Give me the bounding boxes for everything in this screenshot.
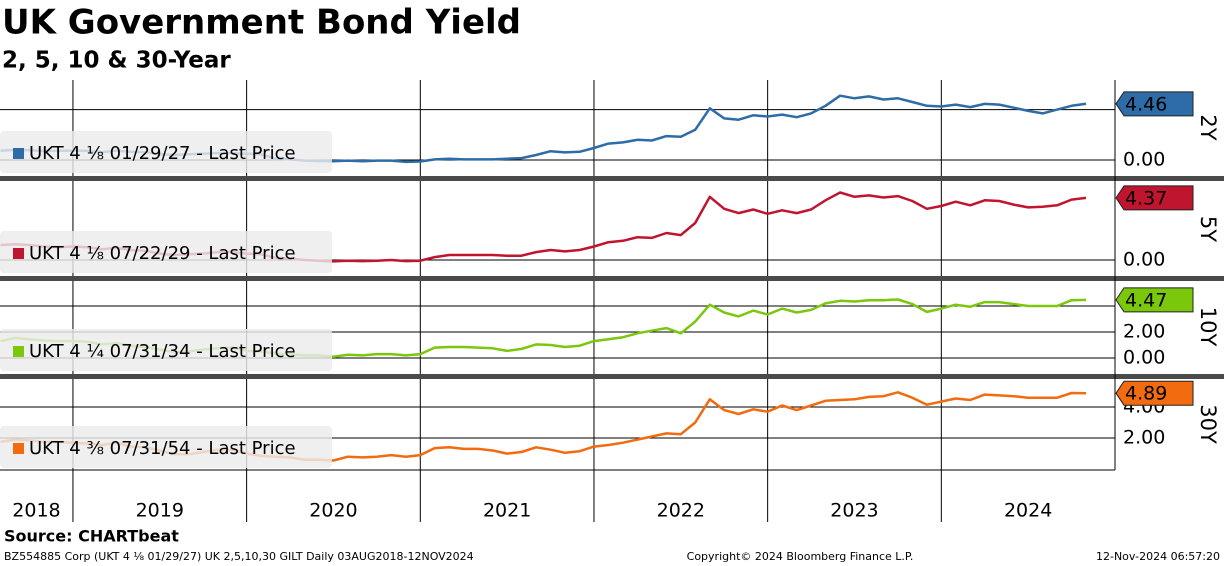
y-tick-label: 2.00 (1123, 321, 1165, 343)
y-tick-label: 2.00 (1123, 427, 1165, 449)
panel-separator (0, 176, 1224, 181)
last-value-box (1115, 185, 1194, 211)
y-tick-label: 0.00 (1123, 347, 1165, 369)
footer-center: Copyright© 2024 Bloomberg Finance L.P. (687, 550, 914, 563)
x-tick-label: 2020 (309, 500, 357, 522)
legend-label: UKT 4 ⅛ 07/22/29 - Last Price (29, 243, 296, 264)
footer-left: BZ554885 Corp (UKT 4 ⅛ 01/29/27) UK 2,5,… (4, 550, 474, 563)
y-tick-label: 0.00 (1123, 149, 1165, 171)
last-value-label: 4.47 (1125, 289, 1167, 311)
panel-separator (0, 374, 1224, 379)
legend-swatch (13, 248, 24, 259)
panel-separator (0, 276, 1224, 281)
x-tick-label: 2019 (136, 500, 184, 522)
last-value-label: 4.37 (1125, 187, 1167, 209)
last-value-box (1115, 380, 1194, 406)
x-tick-label: 2022 (657, 500, 705, 522)
source: Source: CHARTbeat (4, 527, 179, 546)
legend-swatch (13, 148, 24, 159)
legend-swatch (13, 346, 24, 357)
legend-box (0, 131, 332, 173)
x-tick-label: 2021 (483, 500, 531, 522)
legend-box (0, 426, 332, 468)
chart-subtitle: 2, 5, 10 & 30-Year (2, 48, 231, 74)
panel-label: 5Y (1196, 216, 1220, 242)
chart-title: UK Government Bond Yield (2, 3, 521, 43)
legend-box (0, 231, 332, 273)
legend-swatch (13, 443, 24, 454)
x-tick-label: 2024 (1004, 500, 1052, 522)
last-value-label: 4.89 (1125, 383, 1167, 405)
footer-right: 12-Nov-2024 06:57:20 (1096, 550, 1220, 563)
last-value-box (1115, 287, 1194, 313)
legend-label: UKT 4 ¼ 07/31/34 - Last Price (29, 341, 296, 362)
panel-label: 30Y (1196, 404, 1220, 444)
legend-label: UKT 4 ⅛ 01/29/27 - Last Price (29, 143, 296, 164)
panel-label: 10Y (1196, 307, 1220, 347)
panel-label: 2Y (1196, 114, 1220, 140)
legend-label: UKT 4 ⅜ 07/31/54 - Last Price (29, 438, 296, 459)
last-value-box (1115, 91, 1194, 117)
x-tick-label: 2023 (830, 500, 878, 522)
x-tick-label: 2018 (12, 500, 60, 522)
last-value-label: 4.46 (1125, 93, 1167, 115)
y-tick-label: 0.00 (1123, 248, 1165, 270)
legend-box (0, 329, 332, 371)
